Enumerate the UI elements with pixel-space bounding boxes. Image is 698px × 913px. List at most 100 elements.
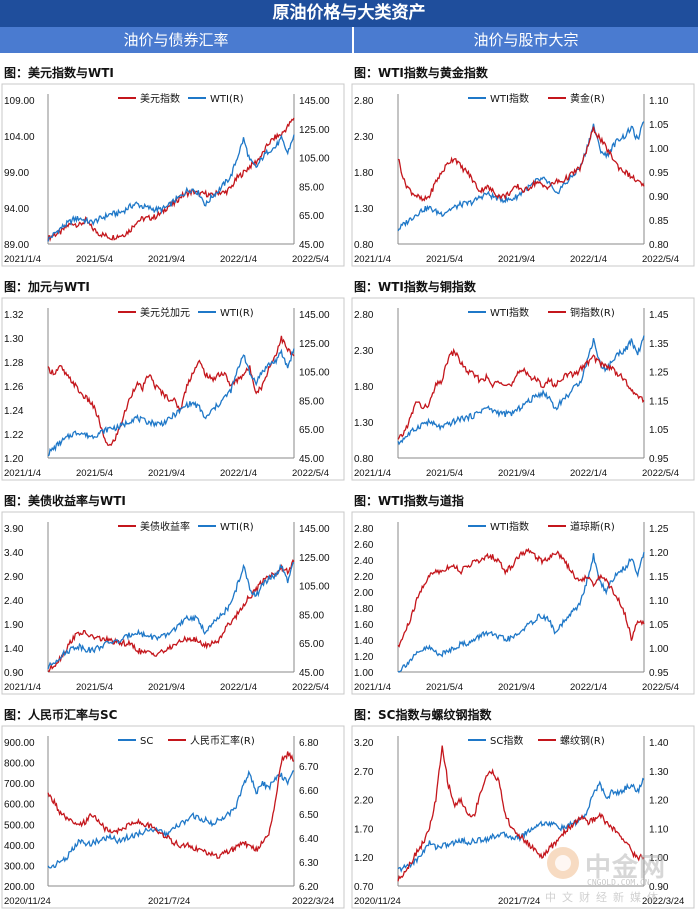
left-tick-label: 1.28 [4, 358, 24, 369]
chart-panel-p2: 图：WTI指数与黄金指数 2.80 2.30 1.80 1.30 0.80 1.10 1.05… [350, 58, 698, 268]
series-line-0 [397, 335, 645, 446]
left-tick-label: 600.00 [4, 800, 35, 811]
right-tick-label: 105.00 [299, 368, 330, 379]
x-tick-label: 2021/1/4 [4, 254, 41, 265]
legend-label: WTI指数 [490, 306, 529, 319]
x-tick-label: 2021/1/4 [354, 468, 391, 479]
chart-panel-p8: 图：SC指数与螺纹钢指数 3.20 2.70 2.20 1.70 1.20 0.70 1.40… [350, 700, 698, 910]
legend-label: SC指数 [490, 734, 523, 747]
x-tick-label: 2021/9/4 [498, 254, 535, 265]
right-tick-label: 1.35 [649, 339, 669, 350]
x-tick-label: 2021/5/4 [426, 682, 463, 693]
series-line-0 [397, 551, 645, 673]
series-line-1 [397, 126, 645, 202]
right-tick-label: 145.00 [299, 310, 330, 321]
x-tick-label: 2021/7/24 [498, 896, 540, 907]
right-tick-label: 0.90 [649, 192, 669, 203]
legend-label: 螺纹钢(R) [560, 734, 605, 747]
left-tick-label: 1.70 [354, 824, 374, 835]
watermark-logo: 中金网 CNGOLD.COM.CN 中文财经新媒体 [545, 845, 695, 905]
left-tick-label: 200.00 [4, 882, 35, 893]
left-tick-label: 0.90 [4, 668, 24, 679]
legend-label: 美元兑加元 [140, 306, 190, 319]
right-tick-label: 1.05 [649, 620, 669, 631]
right-tick-label: 0.85 [649, 216, 669, 227]
x-tick-label: 2021/1/4 [4, 682, 41, 693]
chart-title: 图：WTI指数与道指 [354, 494, 464, 508]
legend-label: WTI(R) [220, 522, 254, 533]
left-tick-label: 3.20 [354, 738, 374, 749]
x-tick-label: 2021/9/4 [148, 254, 185, 265]
legend-label: 道琼斯(R) [570, 520, 615, 533]
left-tick-label: 89.00 [4, 240, 29, 251]
left-tick-label: 1.22 [4, 430, 24, 441]
right-tick-label: 1.10 [649, 596, 669, 607]
series-line-0 [47, 335, 295, 447]
right-tick-label: 6.70 [299, 762, 319, 773]
left-tick-label: 3.40 [4, 548, 24, 559]
x-tick-label: 2022/1/4 [220, 254, 257, 265]
x-tick-label: 2022/1/4 [220, 682, 257, 693]
left-tick-label: 500.00 [4, 820, 35, 831]
left-tick-label: 900.00 [4, 738, 35, 749]
left-tick-label: 2.40 [4, 596, 24, 607]
right-tick-label: 65.00 [299, 211, 324, 222]
left-tick-label: 94.00 [4, 204, 29, 215]
legend-label: SC [140, 736, 153, 747]
chart-svg: 2.80 2.30 1.80 1.30 0.80 1.10 1.05 1.00 0.95 0.90… [351, 83, 695, 267]
series-line-1 [47, 561, 295, 670]
right-tick-label: 0.95 [649, 168, 669, 179]
left-tick-label: 2.80 [354, 96, 374, 107]
chart-frame [351, 725, 695, 909]
header-divider [352, 27, 354, 53]
left-tick-label: 3.90 [4, 524, 24, 535]
left-tick-label: 109.00 [4, 96, 35, 107]
x-tick-label: 2021/5/4 [76, 682, 113, 693]
x-tick-label: 2022/5/4 [642, 254, 679, 265]
chart-panel-p3: 图：加元与WTI 1.32 1.30 1.28 1.26 1.24 1.22 1.20 145.… [0, 272, 348, 482]
page-title: 原油价格与大类资产 [0, 0, 698, 27]
legend-label: 人民币汇率(R) [190, 734, 255, 747]
chart-panel-p7: 图：人民币汇率与SC 900.00 800.00 700.00 600.00 500.00… [0, 700, 348, 910]
chart-frame [1, 297, 345, 481]
right-tick-label: 0.90 [649, 882, 669, 893]
left-tick-label: 0.70 [354, 882, 374, 893]
right-tick-label: 1.15 [649, 396, 669, 407]
left-section-header: 油价与债券汇率 [0, 27, 352, 53]
right-tick-label: 0.80 [649, 240, 669, 251]
series-line-1 [397, 547, 645, 648]
chart-svg: 2.80 2.60 2.40 2.20 2.00 1.80 1.60 1.40 1.20 1.00… [351, 511, 695, 695]
left-tick-label: 2.00 [354, 588, 374, 599]
x-tick-label: 2021/5/4 [426, 254, 463, 265]
chart-frame [351, 297, 695, 481]
chart-title: 图：SC指数与螺纹钢指数 [354, 708, 492, 722]
left-tick-label: 1.40 [354, 636, 374, 647]
right-tick-label: 125.00 [299, 125, 330, 136]
left-tick-label: 1.40 [4, 644, 24, 655]
legend-label: WTI指数 [490, 520, 529, 533]
left-tick-label: 1.20 [354, 853, 374, 864]
left-tick-label: 400.00 [4, 841, 35, 852]
left-tick-label: 1.80 [354, 604, 374, 615]
right-tick-label: 45.00 [299, 454, 324, 465]
chart-panel-p4: 图：WTI指数与铜指数 2.80 2.30 1.80 1.30 0.80 1.45 1.35 1… [350, 272, 698, 482]
left-tick-label: 1.60 [354, 620, 374, 631]
left-tick-label: 99.00 [4, 168, 29, 179]
chart-svg: 3.20 2.70 2.20 1.70 1.20 0.70 1.40 1.30 1.20 1.10… [351, 725, 695, 909]
chart-svg: 1.32 1.30 1.28 1.26 1.24 1.22 1.20 145.00 125.00… [1, 297, 345, 481]
right-section-header: 油价与股市大宗 [354, 27, 698, 53]
left-tick-label: 0.80 [354, 240, 374, 251]
right-tick-label: 0.95 [649, 454, 669, 465]
right-tick-label: 85.00 [299, 396, 324, 407]
right-tick-label: 85.00 [299, 610, 324, 621]
right-tick-label: 1.05 [649, 120, 669, 131]
left-tick-label: 2.20 [354, 796, 374, 807]
left-tick-label: 1.24 [4, 406, 24, 417]
right-tick-label: 1.10 [649, 96, 669, 107]
right-tick-label: 6.60 [299, 786, 319, 797]
left-tick-label: 1.80 [354, 382, 374, 393]
right-tick-label: 105.00 [299, 582, 330, 593]
logo-text: 中金网 [585, 853, 667, 883]
left-tick-label: 1.00 [354, 668, 374, 679]
right-tick-label: 1.25 [649, 368, 669, 379]
